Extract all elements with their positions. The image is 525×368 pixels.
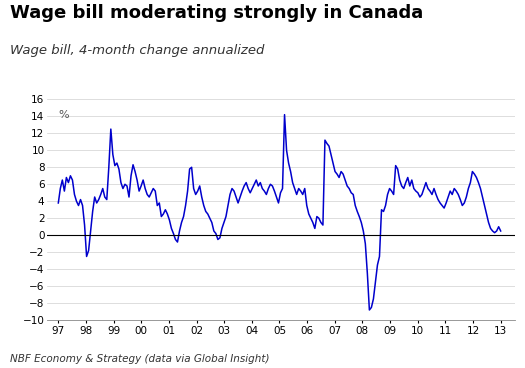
Text: Wage bill, 4-month change annualized: Wage bill, 4-month change annualized (10, 44, 265, 57)
Text: NBF Economy & Strategy (data via Global Insight): NBF Economy & Strategy (data via Global … (10, 354, 270, 364)
Text: %: % (58, 110, 69, 120)
Text: Wage bill moderating strongly in Canada: Wage bill moderating strongly in Canada (10, 4, 424, 22)
